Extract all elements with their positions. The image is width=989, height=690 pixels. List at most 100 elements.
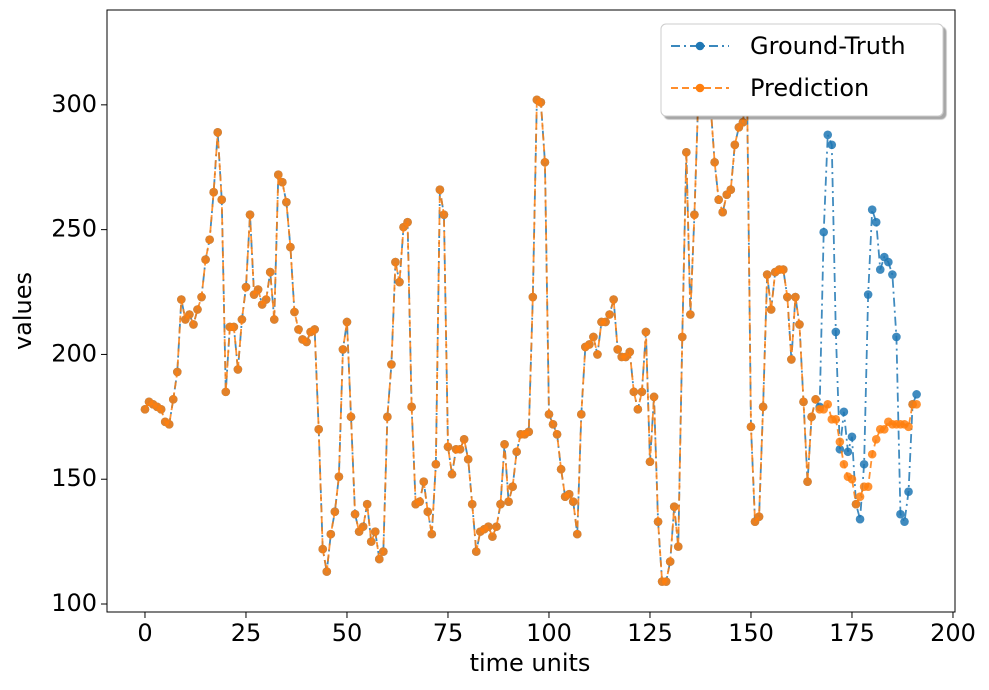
series-marker: [904, 487, 913, 496]
series-marker: [435, 185, 445, 195]
series-marker: [407, 402, 416, 412]
series-marker: [762, 270, 772, 279]
series-marker: [807, 412, 816, 422]
series-marker: [649, 392, 659, 402]
series-line: [144, 54, 918, 583]
series-marker: [661, 577, 671, 586]
series-marker: [387, 360, 396, 369]
series-marker: [673, 542, 683, 551]
series-marker: [875, 265, 885, 274]
series-marker: [286, 242, 295, 252]
series-marker: [572, 529, 582, 539]
series-marker: [641, 327, 651, 337]
series-marker: [419, 477, 429, 487]
series-marker: [783, 292, 792, 302]
series-marker: [273, 170, 283, 180]
plot-frame: [106, 9, 956, 613]
legend-marker: [695, 41, 705, 51]
series-marker: [795, 320, 804, 329]
series-marker: [290, 307, 299, 317]
series-marker: [791, 292, 800, 302]
series-marker: [524, 427, 534, 437]
series-marker: [718, 207, 727, 217]
series-marker: [334, 472, 344, 482]
series-marker: [686, 310, 695, 319]
series-marker: [459, 434, 469, 444]
series-marker: [896, 509, 905, 519]
series-marker: [904, 422, 913, 432]
series-marker: [576, 410, 586, 419]
series-marker: [278, 177, 287, 187]
y-tick-label: 150: [51, 464, 97, 492]
series-marker: [879, 425, 889, 434]
series-marker: [912, 390, 921, 399]
series-marker: [185, 310, 194, 319]
series-marker: [140, 405, 150, 414]
series-marker: [746, 422, 756, 432]
series-marker: [851, 499, 861, 509]
series-marker: [302, 337, 311, 347]
series-marker: [799, 397, 808, 407]
y-axis-label: values: [9, 272, 37, 350]
series-marker: [863, 482, 873, 492]
series-marker: [237, 315, 247, 324]
series-marker: [261, 295, 271, 304]
series-marker: [653, 517, 663, 526]
series-marker: [269, 315, 279, 324]
series-marker: [403, 217, 412, 227]
series-marker: [831, 327, 841, 337]
series-marker: [847, 474, 857, 484]
series-marker: [265, 267, 275, 277]
series-marker: [164, 420, 174, 429]
series-marker: [871, 434, 881, 444]
x-axis-label: time units: [470, 649, 591, 677]
series-marker: [823, 400, 833, 409]
series-marker: [443, 442, 453, 452]
series-marker: [867, 449, 877, 459]
series-marker: [346, 412, 356, 422]
x-tick-label: 0: [137, 619, 152, 647]
series-marker: [330, 507, 340, 516]
series-marker: [754, 512, 764, 521]
series-marker: [585, 340, 594, 349]
series-marker: [564, 489, 574, 499]
series-marker: [492, 522, 501, 531]
series-marker: [189, 320, 198, 329]
y-tick-label: 250: [51, 215, 97, 243]
series-marker: [358, 522, 368, 531]
series-marker: [209, 187, 218, 197]
series-marker: [233, 365, 243, 374]
series-marker: [362, 499, 372, 509]
series-marker: [645, 457, 655, 467]
series-line: [144, 54, 917, 583]
legend-label: Prediction: [750, 74, 869, 102]
series-marker: [843, 447, 853, 457]
series-marker: [863, 290, 873, 299]
series-marker: [197, 292, 206, 302]
series-marker: [871, 217, 881, 227]
series-marker: [823, 130, 833, 140]
legend-frame: [660, 23, 944, 117]
series-marker: [811, 395, 820, 404]
series-marker: [726, 185, 736, 195]
series-marker: [172, 367, 182, 377]
series-marker: [467, 499, 477, 509]
x-tick-label: 200: [930, 619, 976, 647]
series-marker: [229, 322, 239, 332]
series-marker: [803, 477, 812, 487]
series-marker: [326, 529, 336, 539]
series-marker: [395, 277, 404, 287]
series-marker: [168, 395, 178, 404]
series-marker: [488, 532, 497, 541]
series-marker: [427, 529, 437, 539]
series-marker: [338, 345, 348, 354]
series-marker: [625, 347, 635, 357]
series-marker: [552, 429, 562, 439]
series-marker: [379, 547, 388, 556]
series-marker: [201, 255, 210, 264]
series-marker: [370, 527, 380, 536]
series-marker: [508, 482, 517, 492]
series-marker: [710, 157, 719, 167]
series-marker: [677, 332, 687, 342]
